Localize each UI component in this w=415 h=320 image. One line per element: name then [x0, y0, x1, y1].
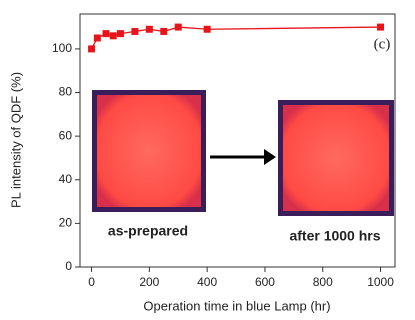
- x-tick-label: 0: [88, 275, 95, 289]
- x-tick-label: 800: [313, 275, 333, 289]
- data-point: [116, 30, 124, 38]
- data-point: [88, 45, 96, 53]
- data-point: [131, 27, 139, 35]
- y-tick-label: 80: [59, 85, 73, 99]
- data-point: [377, 23, 385, 31]
- inset-image: [283, 105, 389, 211]
- inset-label: after 1000 hrs: [289, 228, 380, 244]
- x-tick-label: 400: [197, 275, 217, 289]
- y-tick-label: 60: [59, 128, 73, 142]
- data-point: [174, 23, 182, 31]
- inset-image: [97, 95, 201, 207]
- y-tick-label: 100: [52, 41, 72, 55]
- data-point: [102, 30, 110, 38]
- x-tick-label: 200: [139, 275, 159, 289]
- data-point: [109, 32, 117, 40]
- annotation: (c): [374, 36, 391, 52]
- y-axis-label: PL intensity of QDF (%): [8, 72, 23, 208]
- data-point: [93, 34, 101, 42]
- y-tick-label: 40: [59, 172, 73, 186]
- x-tick-label: 1000: [367, 275, 394, 289]
- data-point: [203, 25, 211, 33]
- plot-frame: [79, 13, 396, 268]
- x-tick-label: 600: [255, 275, 275, 289]
- x-axis-label: Operation time in blue Lamp (hr): [143, 298, 330, 313]
- y-tick-label: 20: [59, 216, 73, 230]
- arrow-head: [264, 149, 276, 165]
- data-point: [160, 27, 168, 35]
- data-point: [145, 25, 153, 33]
- inset-label: as-prepared: [108, 223, 188, 239]
- y-tick-label: 0: [65, 259, 72, 273]
